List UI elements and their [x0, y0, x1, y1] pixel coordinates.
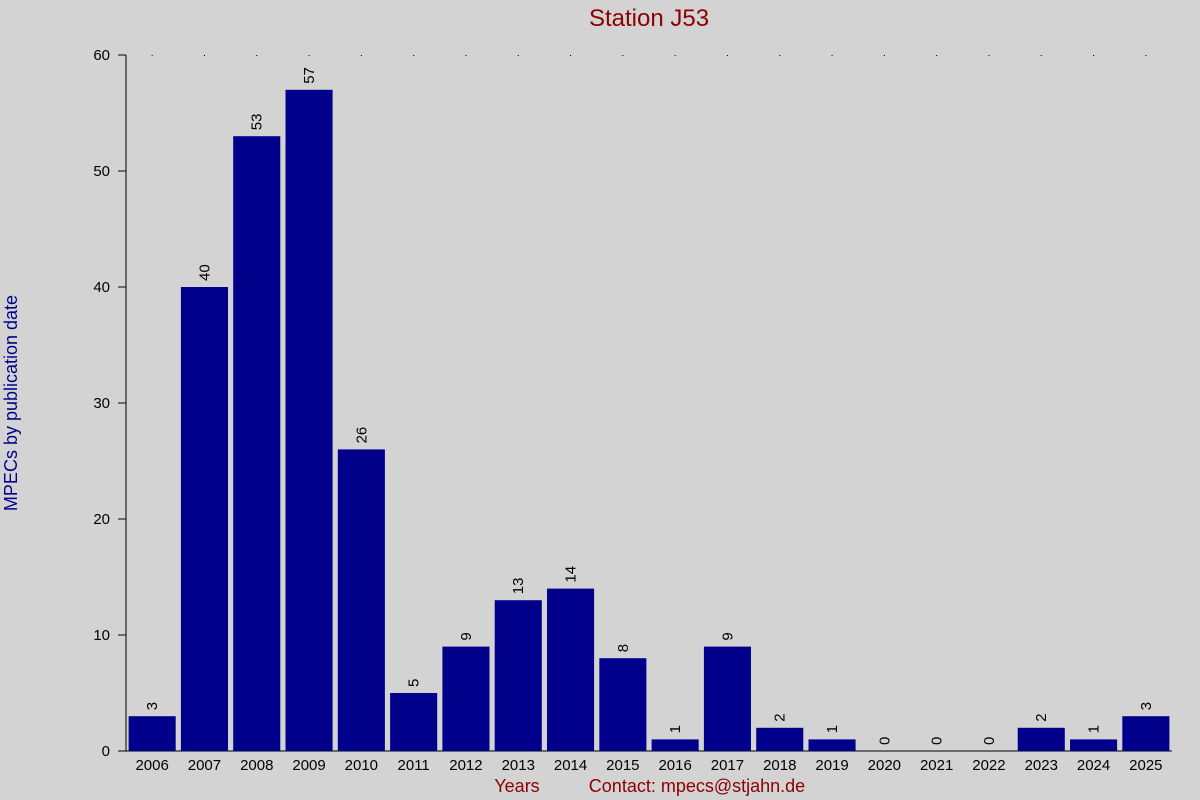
x-tick-label: 2012: [449, 757, 482, 774]
value-label-2023: 2: [1033, 713, 1050, 721]
top-tick-dot: [622, 55, 624, 56]
top-tick-dot: [570, 55, 572, 56]
top-tick-dot: [517, 55, 519, 56]
bar-2009: [285, 89, 333, 752]
value-label-2015: 8: [615, 644, 632, 652]
y-tick-label: 40: [93, 279, 110, 296]
value-label-2016: 1: [667, 725, 684, 733]
x-tick-label: 2011: [398, 757, 430, 774]
x-tick-label: 2008: [240, 757, 273, 774]
bar-2016: [651, 739, 699, 751]
x-tick-label: 2014: [554, 757, 587, 774]
y-tick-label: 60: [93, 47, 110, 64]
top-tick-dot: [1145, 55, 1147, 56]
top-tick-dot: [779, 55, 781, 56]
top-tick-dot: [674, 55, 676, 56]
x-ticks: 2006 2007 2008 2009 2010 2011 2012 2013 2014 2015…: [135, 757, 1162, 774]
bar-2012: [442, 646, 490, 751]
x-tick-label: 2023: [1025, 757, 1058, 774]
value-label-2012: 9: [458, 632, 475, 640]
value-label-2020: 0: [876, 737, 893, 745]
value-label-2025: 3: [1138, 702, 1155, 710]
value-label-2008: 53: [249, 114, 266, 131]
bar-2007: [180, 287, 228, 751]
top-tick-dot: [413, 55, 415, 56]
x-tick-label: 2015: [606, 757, 639, 774]
x-tick-label: 2025: [1129, 757, 1162, 774]
x-tick-label: 2006: [135, 757, 168, 774]
value-label-2007: 40: [196, 264, 213, 281]
bar-2006: [128, 716, 176, 751]
top-tick-dot: [465, 55, 467, 56]
value-label-2019: 1: [824, 725, 841, 733]
x-tick-label: 2019: [815, 757, 848, 774]
x-tick-label: 2010: [345, 757, 378, 774]
x-tick-label: 2017: [711, 757, 744, 774]
bar-2023: [1017, 727, 1065, 751]
top-tick-dot: [203, 55, 205, 56]
bar-2011: [390, 693, 438, 751]
x-tick-label: 2016: [658, 757, 691, 774]
bar-2018: [756, 727, 804, 751]
value-label-2013: 13: [510, 578, 527, 595]
value-label-2014: 14: [563, 566, 580, 583]
bar-2019: [808, 739, 856, 751]
value-label-2017: 9: [719, 632, 736, 640]
top-tick-dot: [151, 55, 153, 56]
x-axis-label: Years: [494, 776, 539, 796]
bars: [128, 89, 1170, 752]
x-tick-label: 2020: [868, 757, 901, 774]
bar-2010: [337, 449, 385, 751]
x-tick-label: 2013: [502, 757, 535, 774]
top-tick-dot: [988, 55, 990, 56]
top-tick-dot: [308, 55, 310, 56]
value-label-2021: 0: [929, 737, 946, 745]
top-tick-dot: [360, 55, 362, 56]
bar-2013: [494, 600, 542, 751]
top-tick-dot: [1093, 55, 1095, 56]
top-tick-dot: [883, 55, 885, 56]
bar-2015: [599, 658, 647, 751]
y-tick-label: 30: [93, 395, 110, 412]
value-label-2009: 57: [301, 67, 318, 84]
top-tick-dot: [936, 55, 938, 56]
bar-2017: [703, 646, 751, 751]
value-label-2024: 1: [1086, 725, 1103, 733]
contact-text: Contact: mpecs@stjahn.de: [589, 776, 805, 796]
y-tick-label: 0: [102, 743, 110, 760]
y-tick-label: 50: [93, 163, 110, 180]
top-tick-dot: [831, 55, 833, 56]
value-label-2006: 3: [144, 702, 161, 710]
x-tick-label: 2024: [1077, 757, 1110, 774]
y-axis-label: MPECs by publication date: [1, 295, 21, 511]
top-tick-dots: [151, 55, 1147, 56]
chart-title: Station J53: [589, 5, 709, 32]
bar-2008: [233, 136, 281, 751]
top-tick-dot: [726, 55, 728, 56]
x-tick-label: 2022: [972, 757, 1005, 774]
value-label-2022: 0: [981, 737, 998, 745]
value-label-2018: 2: [772, 713, 789, 721]
bar-2025: [1122, 716, 1170, 751]
x-tick-label: 2021: [920, 757, 953, 774]
bar-2014: [547, 588, 595, 751]
y-tick-label: 10: [93, 627, 110, 644]
x-tick-label: 2007: [188, 757, 221, 774]
x-tick-label: 2009: [292, 757, 325, 774]
top-tick-dot: [256, 55, 258, 56]
value-label-2010: 26: [353, 427, 370, 444]
y-ticks: 0 10 20 30 40 50 60: [93, 47, 126, 760]
x-tick-label: 2018: [763, 757, 796, 774]
bar-2024: [1070, 739, 1118, 751]
value-label-2011: 5: [406, 679, 423, 687]
y-tick-label: 20: [93, 511, 110, 528]
top-tick-dot: [1040, 55, 1042, 56]
